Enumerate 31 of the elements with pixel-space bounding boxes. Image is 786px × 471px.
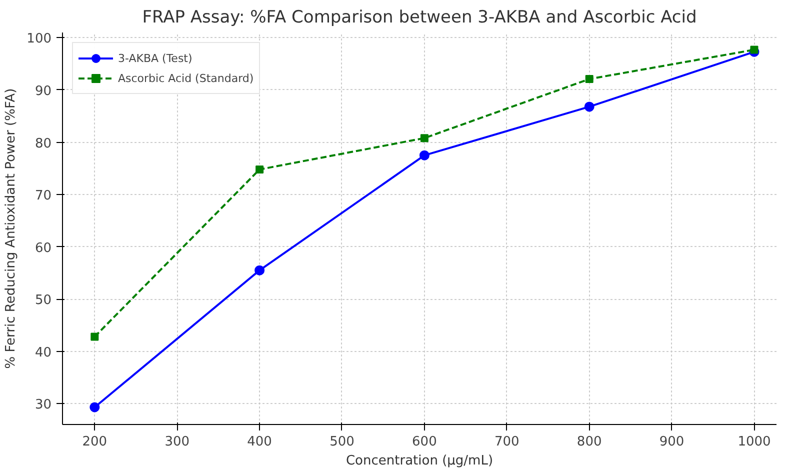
x-tick-label: 600 — [412, 434, 437, 450]
x-tick-label: 500 — [330, 434, 354, 450]
y-tick-label: 70 — [34, 188, 52, 204]
y-tick-label: 50 — [34, 293, 52, 308]
x-tick-label: 400 — [247, 434, 272, 450]
x-tick-label: 700 — [494, 434, 520, 450]
y-tick-label: 80 — [34, 136, 52, 152]
x-tick-label: 200 — [82, 434, 108, 450]
x-axis-title: Concentration (μg/mL) — [346, 454, 494, 468]
y-tick-label: 40 — [34, 345, 52, 360]
point — [254, 265, 265, 276]
x-tick-label: 1000 — [738, 434, 771, 450]
x-tick-label: 900 — [659, 434, 684, 450]
point — [256, 165, 264, 174]
chart-title: FRAP Assay: %FA Comparison between 3-AKBA and Ascorbic Acid — [142, 8, 697, 28]
point — [584, 102, 594, 112]
point — [90, 402, 100, 412]
point — [90, 332, 99, 341]
legend-label: Ascorbic Acid (Standard) — [118, 72, 254, 84]
y-tick-label: 90 — [34, 84, 52, 99]
y-axis-title: % Ferric Reducing Antioxidant Power (%FA) — [4, 88, 19, 369]
point — [419, 150, 430, 160]
point — [585, 75, 594, 84]
point — [750, 46, 758, 54]
point — [420, 134, 428, 142]
x-tick-label: 300 — [164, 434, 190, 450]
y-tick-label: 100 — [26, 32, 52, 47]
x-tick-label: 800 — [576, 434, 602, 450]
y-tick-label: 30 — [34, 398, 52, 413]
legend-label: 3-AKBA (Test) — [118, 52, 192, 64]
y-tick-label: 60 — [34, 240, 52, 256]
